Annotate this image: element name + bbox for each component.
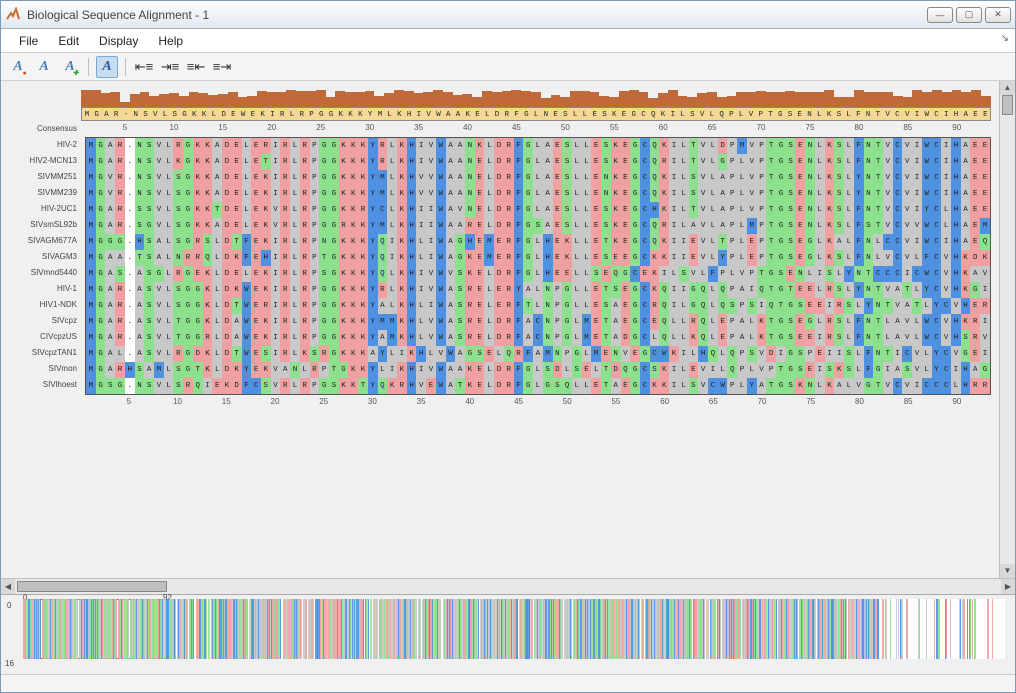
hscroll-thumb[interactable] <box>17 581 167 592</box>
matlab-icon <box>5 7 21 23</box>
titlebar: Biological Sequence Alignment - 1 — ▢ ✕ <box>1 1 1015 29</box>
axis-top: 51015202530354045505560657075808590 <box>81 123 991 135</box>
sequence-label[interactable]: SIVMM251 <box>9 169 81 185</box>
sequence-label[interactable]: SIVAGM3 <box>9 249 81 265</box>
sequence-label[interactable]: SIVlhoest <box>9 377 81 393</box>
consensus-histogram <box>81 89 991 107</box>
sequence-label[interactable]: SIVAGM677A <box>9 233 81 249</box>
menu-file[interactable]: File <box>9 30 48 52</box>
main-area: MGAR-NSVLSGKKLDEWEKIRLRPGGKKKYMLKHIVWAAK… <box>1 81 1015 674</box>
sequence-label[interactable]: SIVcpzTAN1 <box>9 345 81 361</box>
tool-indent-l[interactable]: ⇥≡ <box>159 56 181 78</box>
window-controls: — ▢ ✕ <box>927 7 1011 23</box>
sequence-row[interactable]: MGVR.NSVLSGKKADELEKIRLRPGGKKKYMLKHVVWAAN… <box>86 170 990 186</box>
scroll-up-arrow[interactable]: ▲ <box>1000 81 1015 95</box>
sequence-row[interactable]: MGGG.HSALSGRSLDTFEKIRLRPNGKKKYQIKHLIWAGH… <box>86 234 990 250</box>
sequence-row[interactable]: MGAR.ASVLSGGKLDTWERIRLRPGGKKKYALKHLIWASR… <box>86 298 990 314</box>
tool-indent-l2[interactable]: ≡⇥ <box>211 56 233 78</box>
sequence-row[interactable]: MGAR.ASVLTGGRLDAWEKIRLRPGGKKKYAMKHLVWASR… <box>86 330 990 346</box>
consensus-sequence-strip: MGAR-NSVLSGKKLDEWEKIRLRPGGKKKYMLKHIVWAAK… <box>81 107 991 121</box>
window-title: Biological Sequence Alignment - 1 <box>27 8 927 22</box>
sequence-row[interactable]: MGAR.NSVLRGKKADELERIRLRPGGKKKYRLKHIVWAAN… <box>86 138 990 154</box>
sequence-label[interactable]: CIVcpzUS <box>9 329 81 345</box>
sequence-row[interactable]: MGVR.NSVLSGKKADELEKIRLRPGGKKKYMLKHVVWAAN… <box>86 186 990 202</box>
consensus-label: Consensus <box>9 123 81 135</box>
sequence-row[interactable]: MGARHSAMLSGTKLDKYEKVANLRPTGKKYLIKHIVWAAK… <box>86 362 990 378</box>
close-button[interactable]: ✕ <box>985 7 1011 23</box>
sequence-label[interactable]: SIVMM239 <box>9 185 81 201</box>
horizontal-scrollbar[interactable]: ◀ ▶ <box>1 578 1015 594</box>
sequence-row[interactable]: MGAR.SSVLSGKKTDELEKVRLRPGGKKRYCLKHIIWAVN… <box>86 202 990 218</box>
alignment-grid: HIV-2HIV2-MCN13SIVMM251SIVMM239HIV-2UC1S… <box>9 137 991 395</box>
tool-A-select[interactable]: A <box>96 56 118 78</box>
tool-indent-r[interactable]: ⇤≡ <box>133 56 155 78</box>
sequence-row[interactable]: MGAS.ASGLRGEKLDELEKIRLRPSGKKKYQLKHIVWVSK… <box>86 266 990 282</box>
sequence-label[interactable]: HIV-1 <box>9 281 81 297</box>
sequence-label[interactable]: HIV1-NDK <box>9 297 81 313</box>
tool-A-add[interactable]: A● <box>7 56 29 78</box>
sequence-row[interactable]: MGAA.TSALNRRQLDKFEHIRLRPTGKKKYQIKHLIWAGK… <box>86 250 990 266</box>
vscroll-thumb[interactable] <box>1002 95 1013 115</box>
overview-canvas[interactable] <box>23 599 1005 659</box>
sequence-label[interactable]: HIV2-MCN13 <box>9 153 81 169</box>
consensus-histogram-row: MGAR-NSVLSGKKLDEWEKIRLRPGGKKKYMLKHIVWAAK… <box>9 89 991 121</box>
scroll-right-arrow[interactable]: ▶ <box>1001 579 1015 594</box>
sequence-label[interactable]: SIVmnd5440 <box>9 265 81 281</box>
maximize-button[interactable]: ▢ <box>956 7 982 23</box>
sequence-cells-grid[interactable]: MGAR.NSVLRGKKADELERIRLRPGGKKKYRLKHIVWAAN… <box>85 137 991 395</box>
minimize-button[interactable]: — <box>927 7 953 23</box>
tool-A-plain[interactable]: A <box>33 56 55 78</box>
sequence-label[interactable]: HIV-2 <box>9 137 81 153</box>
sequence-row[interactable]: MGAR.NSVLKGKKADELETIRLRPGGKKKYRLKHIVWAAN… <box>86 154 990 170</box>
sequence-labels-column: HIV-2HIV2-MCN13SIVMM251SIVMM239HIV-2UC1S… <box>9 137 85 395</box>
sequence-label[interactable]: SIVcpz <box>9 313 81 329</box>
scroll-left-arrow[interactable]: ◀ <box>1 579 15 594</box>
app-window: Biological Sequence Alignment - 1 — ▢ ✕ … <box>0 0 1016 693</box>
hscroll-track[interactable] <box>15 579 1001 594</box>
alignment-pane: MGAR-NSVLSGKKLDEWEKIRLRPGGKKKYMLKHIVWAAK… <box>1 81 1015 578</box>
ov-y0: 0 <box>7 601 11 610</box>
menu-display[interactable]: Display <box>89 30 148 52</box>
ov-y1: 16 <box>5 659 14 668</box>
toolbar: A● A A✚ A ⇤≡ ⇥≡ ≡⇤ ≡⇥ <box>1 53 1015 81</box>
menu-help[interactable]: Help <box>148 30 193 52</box>
tool-indent-r2[interactable]: ≡⇤ <box>185 56 207 78</box>
sequence-row[interactable]: MGAR.ASVLSGGKLDKWEKIRLRPGGKKKYRLKHIVWASR… <box>86 282 990 298</box>
menu-edit[interactable]: Edit <box>48 30 89 52</box>
sequence-label[interactable]: HIV-2UC1 <box>9 201 81 217</box>
toolbar-separator <box>125 58 126 76</box>
dock-corner-icon[interactable]: ↘ <box>1001 33 1009 44</box>
vertical-scrollbar[interactable]: ▲ ▼ <box>999 81 1015 578</box>
sequence-label[interactable]: SIVsmSL92b <box>9 217 81 233</box>
sequence-row[interactable]: MGSG.NSVLSRQIEKDFCSVRLRPGSKKTYQKRHVEWATK… <box>86 378 990 394</box>
overview-pane: 0 92 0 16 <box>1 594 1015 674</box>
sequence-label[interactable]: SIVmon <box>9 361 81 377</box>
sequence-row[interactable]: MGAR.ASVLTGGKLDAWEKIRLRPGGKKKYMMKHLVWASR… <box>86 314 990 330</box>
scroll-down-arrow[interactable]: ▼ <box>1000 564 1015 578</box>
sequence-row[interactable]: MGAL.ASVLRGDKLDTWESIRLKSRGKKKAYLIKHLVWAG… <box>86 346 990 362</box>
sequence-row[interactable]: MGAR.SGVLSGKKADELEKVRLRPGGRKKYMLKHIIWAAR… <box>86 218 990 234</box>
menubar: File Edit Display Help ↘ <box>1 29 1015 53</box>
axis-bottom: 51015202530354045505560657075808590 <box>85 397 991 409</box>
statusbar <box>1 674 1015 692</box>
tool-A-style[interactable]: A✚ <box>59 56 81 78</box>
toolbar-separator <box>88 58 89 76</box>
